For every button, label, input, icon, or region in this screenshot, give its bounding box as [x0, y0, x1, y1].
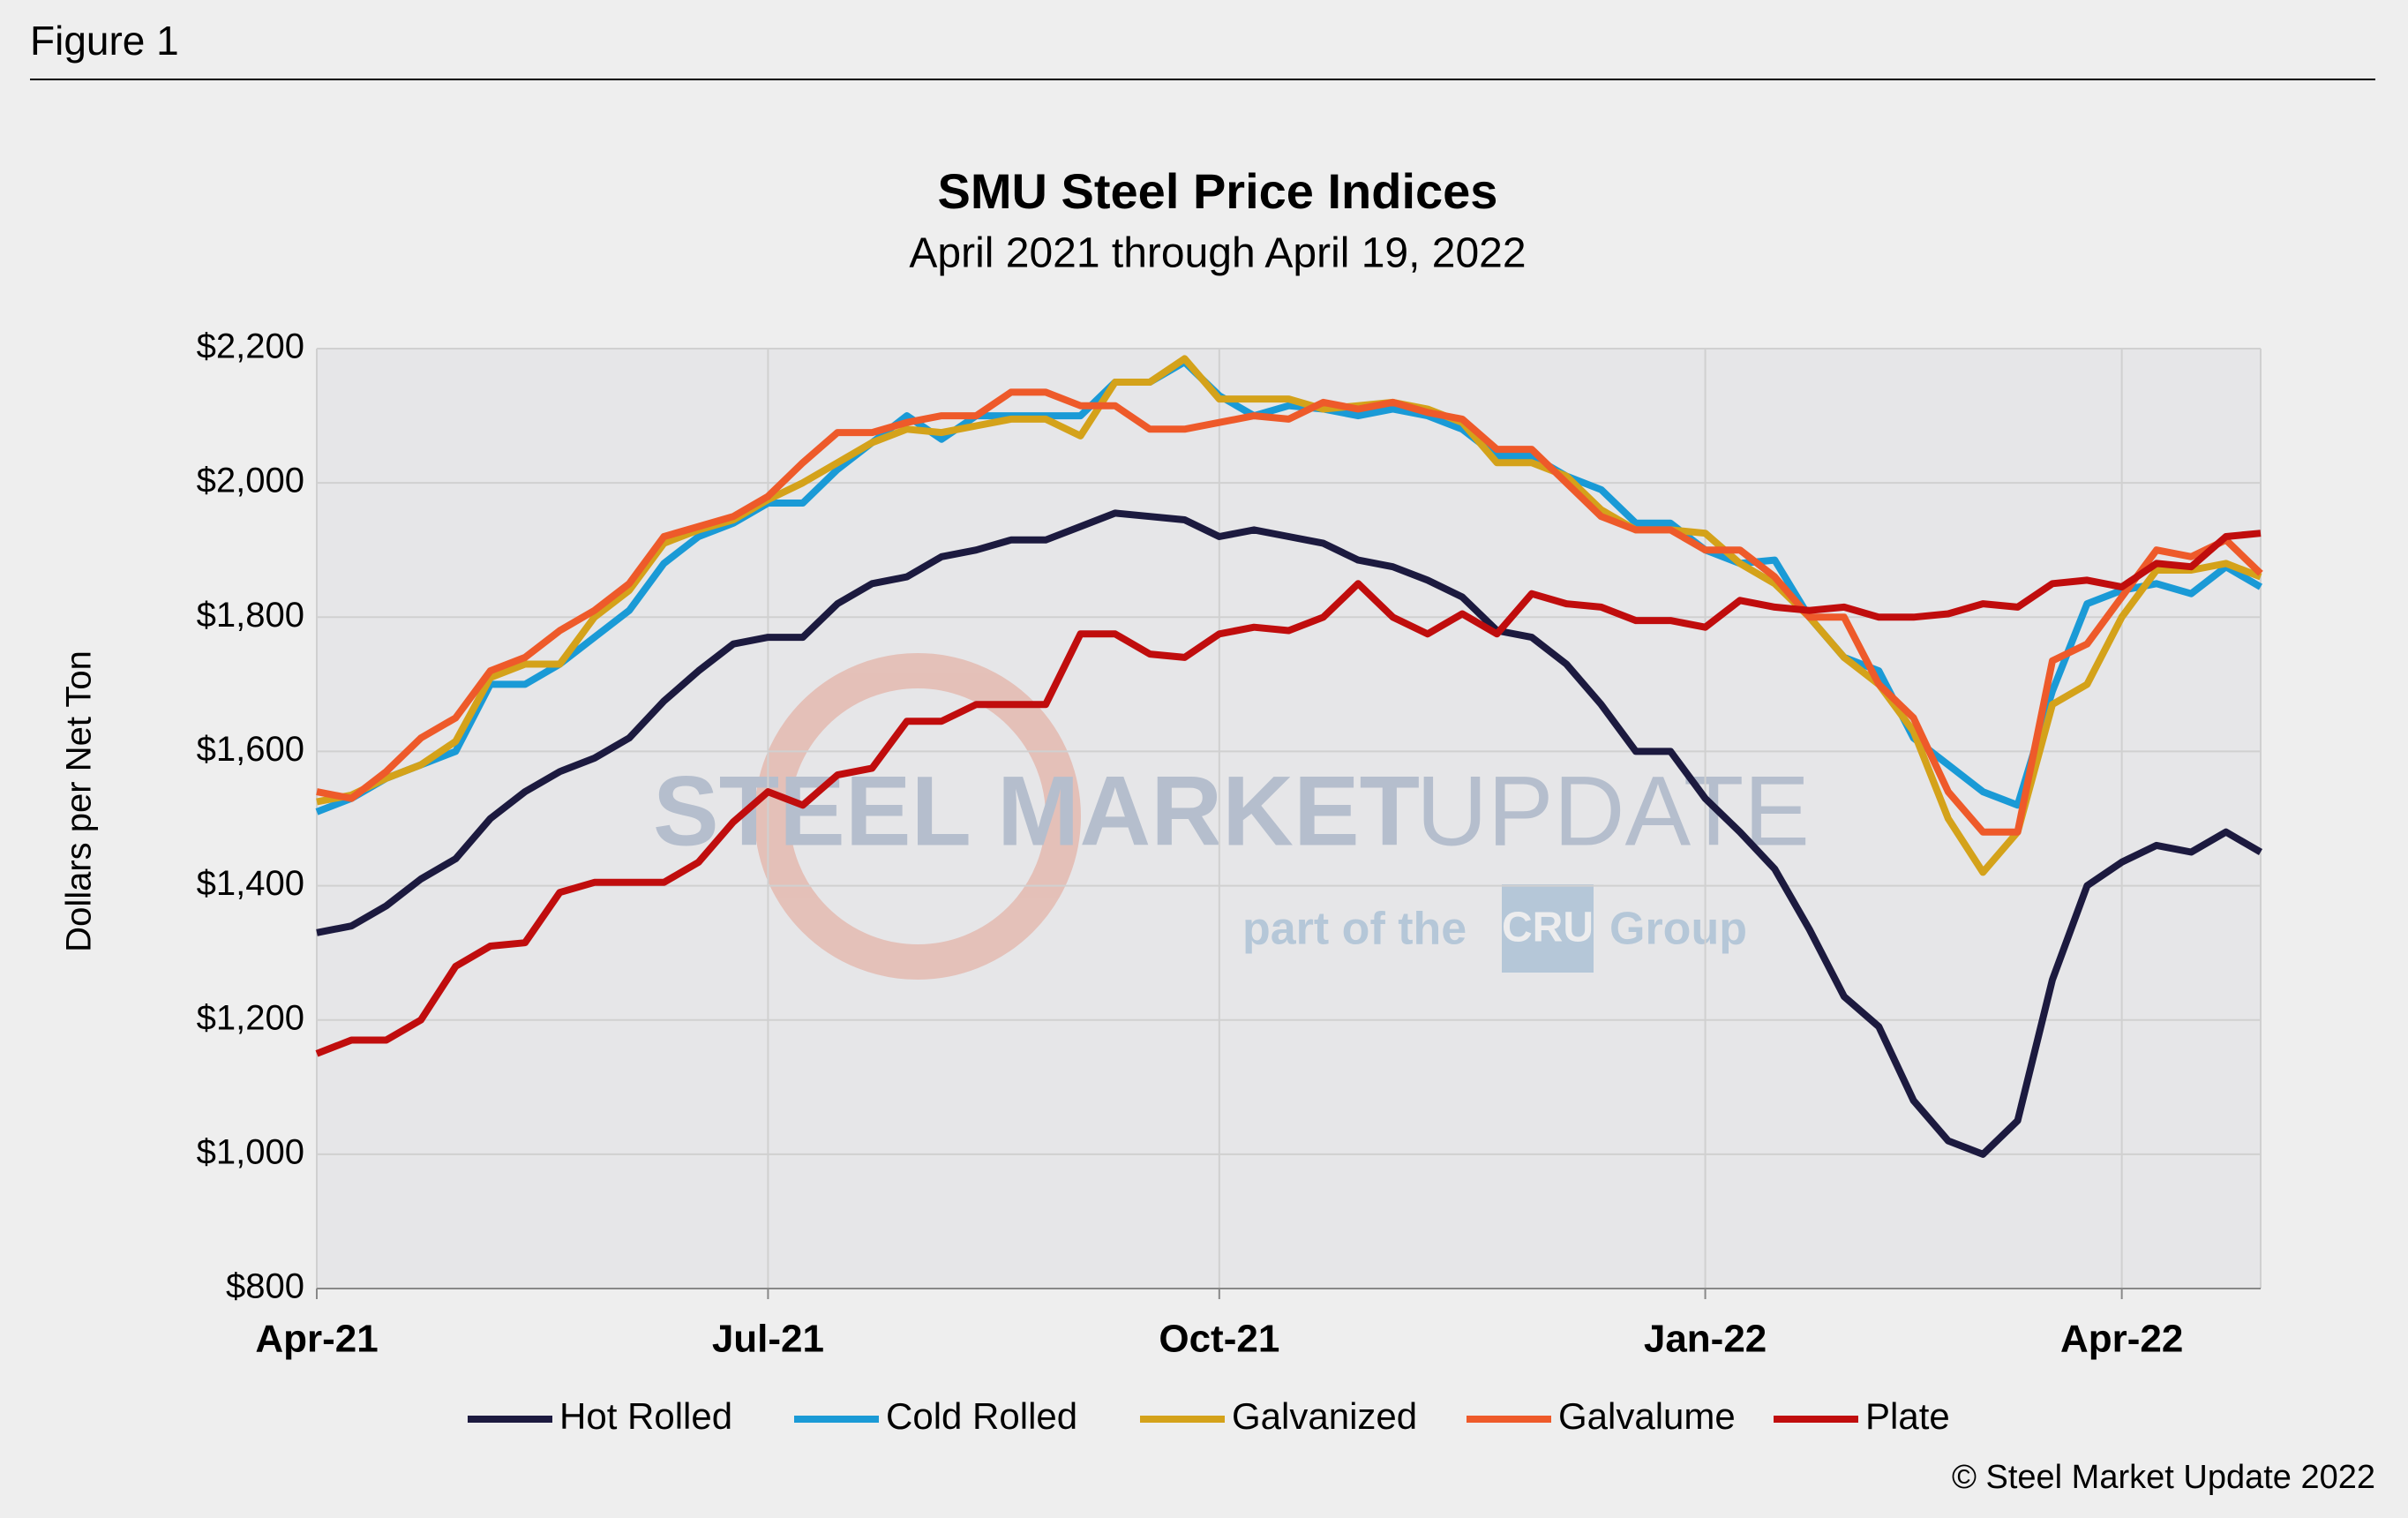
y-axis-label: Dollars per Net Ton: [60, 650, 99, 952]
legend-label: Galvanized: [1232, 1395, 1417, 1437]
legend-label: Hot Rolled: [559, 1395, 732, 1437]
watermark-tag2: Group: [1609, 904, 1747, 955]
x-tick-label: Apr-22: [2060, 1318, 2183, 1361]
watermark-logo-text: CRU: [1502, 905, 1594, 951]
watermark-box: [1502, 884, 1594, 973]
figure-label: Figure 1: [30, 18, 179, 64]
y-tick-label: $1,600: [197, 730, 304, 769]
y-tick-label: $800: [226, 1267, 304, 1306]
series-line: [316, 388, 2263, 836]
y-tick-label: $1,200: [197, 998, 304, 1037]
x-tick-label: Apr-21: [255, 1318, 378, 1361]
watermark-brand2: UPDATE: [1416, 756, 1810, 867]
source: © Steel Market Update 2022: [1952, 1459, 2375, 1496]
chart-title: SMU Steel Price Indices: [938, 163, 1498, 219]
x-tick-label: Jul-21: [712, 1318, 824, 1361]
x-tick-label: Jan-22: [1644, 1318, 1767, 1361]
legend-label: Plate: [1865, 1395, 1950, 1437]
y-tick-label: $1,000: [197, 1132, 304, 1171]
y-tick-label: $1,400: [197, 864, 304, 903]
series-line: [315, 530, 2262, 1057]
legend-label: Cold Rolled: [886, 1395, 1077, 1437]
legend-label: Galvalume: [1558, 1395, 1736, 1437]
watermark-logo: [754, 653, 1081, 980]
y-tick-label: $2,000: [197, 462, 304, 500]
series-line: [315, 358, 2263, 815]
y-tick-label: $2,200: [197, 327, 304, 366]
series-line: [316, 509, 2263, 1158]
watermark-brand: STEEL MARKET: [653, 756, 1420, 867]
chart-subtitle: April 2021 through April 19, 2022: [909, 230, 1526, 277]
series-line: [316, 355, 2262, 876]
x-tick-label: Oct-21: [1159, 1318, 1279, 1361]
watermark: STEEL MARKET UPDATE part of the CRU Grou…: [653, 653, 1810, 980]
y-tick-label: $1,800: [197, 596, 304, 635]
watermark-tag: part of the: [1242, 904, 1467, 955]
